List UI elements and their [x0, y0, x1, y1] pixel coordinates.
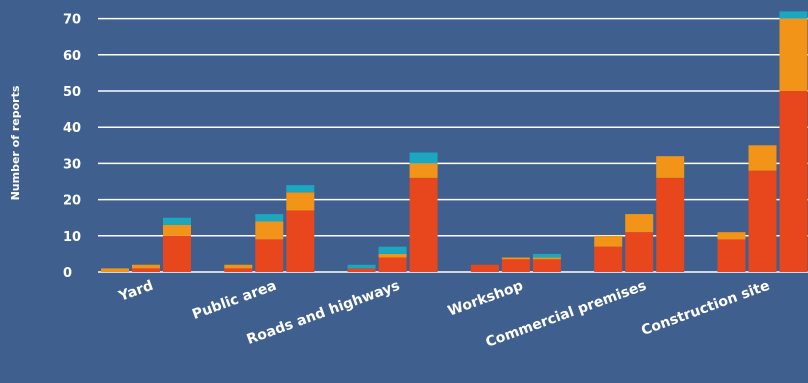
- y-axis-ticks: 0 10 20 30 40 50 60 70: [63, 13, 81, 281]
- bar-segment-red: [717, 239, 746, 272]
- bar-segment-orange: [163, 224, 191, 236]
- y-axis-label: Number of reports: [9, 85, 22, 200]
- bar-segment-orange: [779, 18, 808, 92]
- bar-segment-orange: [656, 156, 685, 178]
- bar-segment-red: [625, 232, 654, 272]
- bar-segment-teal: [779, 11, 808, 19]
- bar-segment-orange: [286, 192, 315, 211]
- bar-segment-teal: [409, 152, 438, 164]
- y-tick-label: 0: [63, 266, 72, 281]
- x-category-label: Workshop: [446, 278, 525, 320]
- bar-segment-teal: [255, 214, 284, 222]
- y-tick-label: 20: [63, 194, 81, 209]
- bar-segment-teal: [378, 246, 407, 254]
- bar-segment-red: [409, 177, 438, 272]
- bar-segment-orange: [594, 235, 623, 247]
- bar-segment-red: [286, 210, 315, 272]
- bar-segment-red: [255, 239, 284, 272]
- bar-segment-orange: [717, 232, 746, 240]
- bar-segment-red: [224, 268, 253, 272]
- bar-segment-red: [132, 268, 160, 272]
- bar-segment-red: [656, 177, 685, 272]
- bar-segment-red: [532, 259, 561, 272]
- bar-segment-red: [779, 91, 808, 272]
- bar-segment-teal: [163, 217, 191, 225]
- x-category-label: Construction site: [639, 278, 772, 339]
- bar-segment-orange: [101, 268, 129, 272]
- bar-segment-red: [748, 170, 777, 272]
- bar-segment-orange: [255, 221, 284, 240]
- y-tick-label: 60: [63, 49, 81, 64]
- bar-segment-orange: [501, 257, 530, 260]
- bars: [101, 11, 808, 272]
- bar-segment-orange: [748, 145, 777, 171]
- bar-segment-orange: [224, 264, 253, 269]
- bar-segment-red: [501, 259, 530, 272]
- x-category-label: Public area: [190, 278, 278, 323]
- bar-segment-teal: [286, 185, 315, 193]
- bar-segment-teal: [347, 264, 376, 269]
- y-tick-label: 40: [63, 121, 81, 136]
- bar-segment-orange: [532, 257, 561, 260]
- bar-segment-red: [470, 264, 499, 272]
- bar-segment-orange: [132, 264, 160, 269]
- bar-segment-orange: [409, 163, 438, 178]
- y-tick-label: 30: [63, 157, 81, 172]
- bar-segment-red: [378, 257, 407, 272]
- bar-segment-teal: [532, 253, 561, 258]
- y-tick-label: 10: [63, 230, 81, 245]
- bar-segment-red: [347, 268, 376, 272]
- gridlines: [98, 17, 808, 273]
- bar-segment-red: [594, 246, 623, 272]
- bar-segment-red: [163, 235, 191, 272]
- y-tick-label: 50: [63, 85, 81, 100]
- y-tick-label: 70: [63, 13, 81, 28]
- bar-segment-orange: [378, 253, 407, 258]
- x-category-label: Yard: [116, 278, 156, 305]
- bar-segment-orange: [625, 214, 654, 233]
